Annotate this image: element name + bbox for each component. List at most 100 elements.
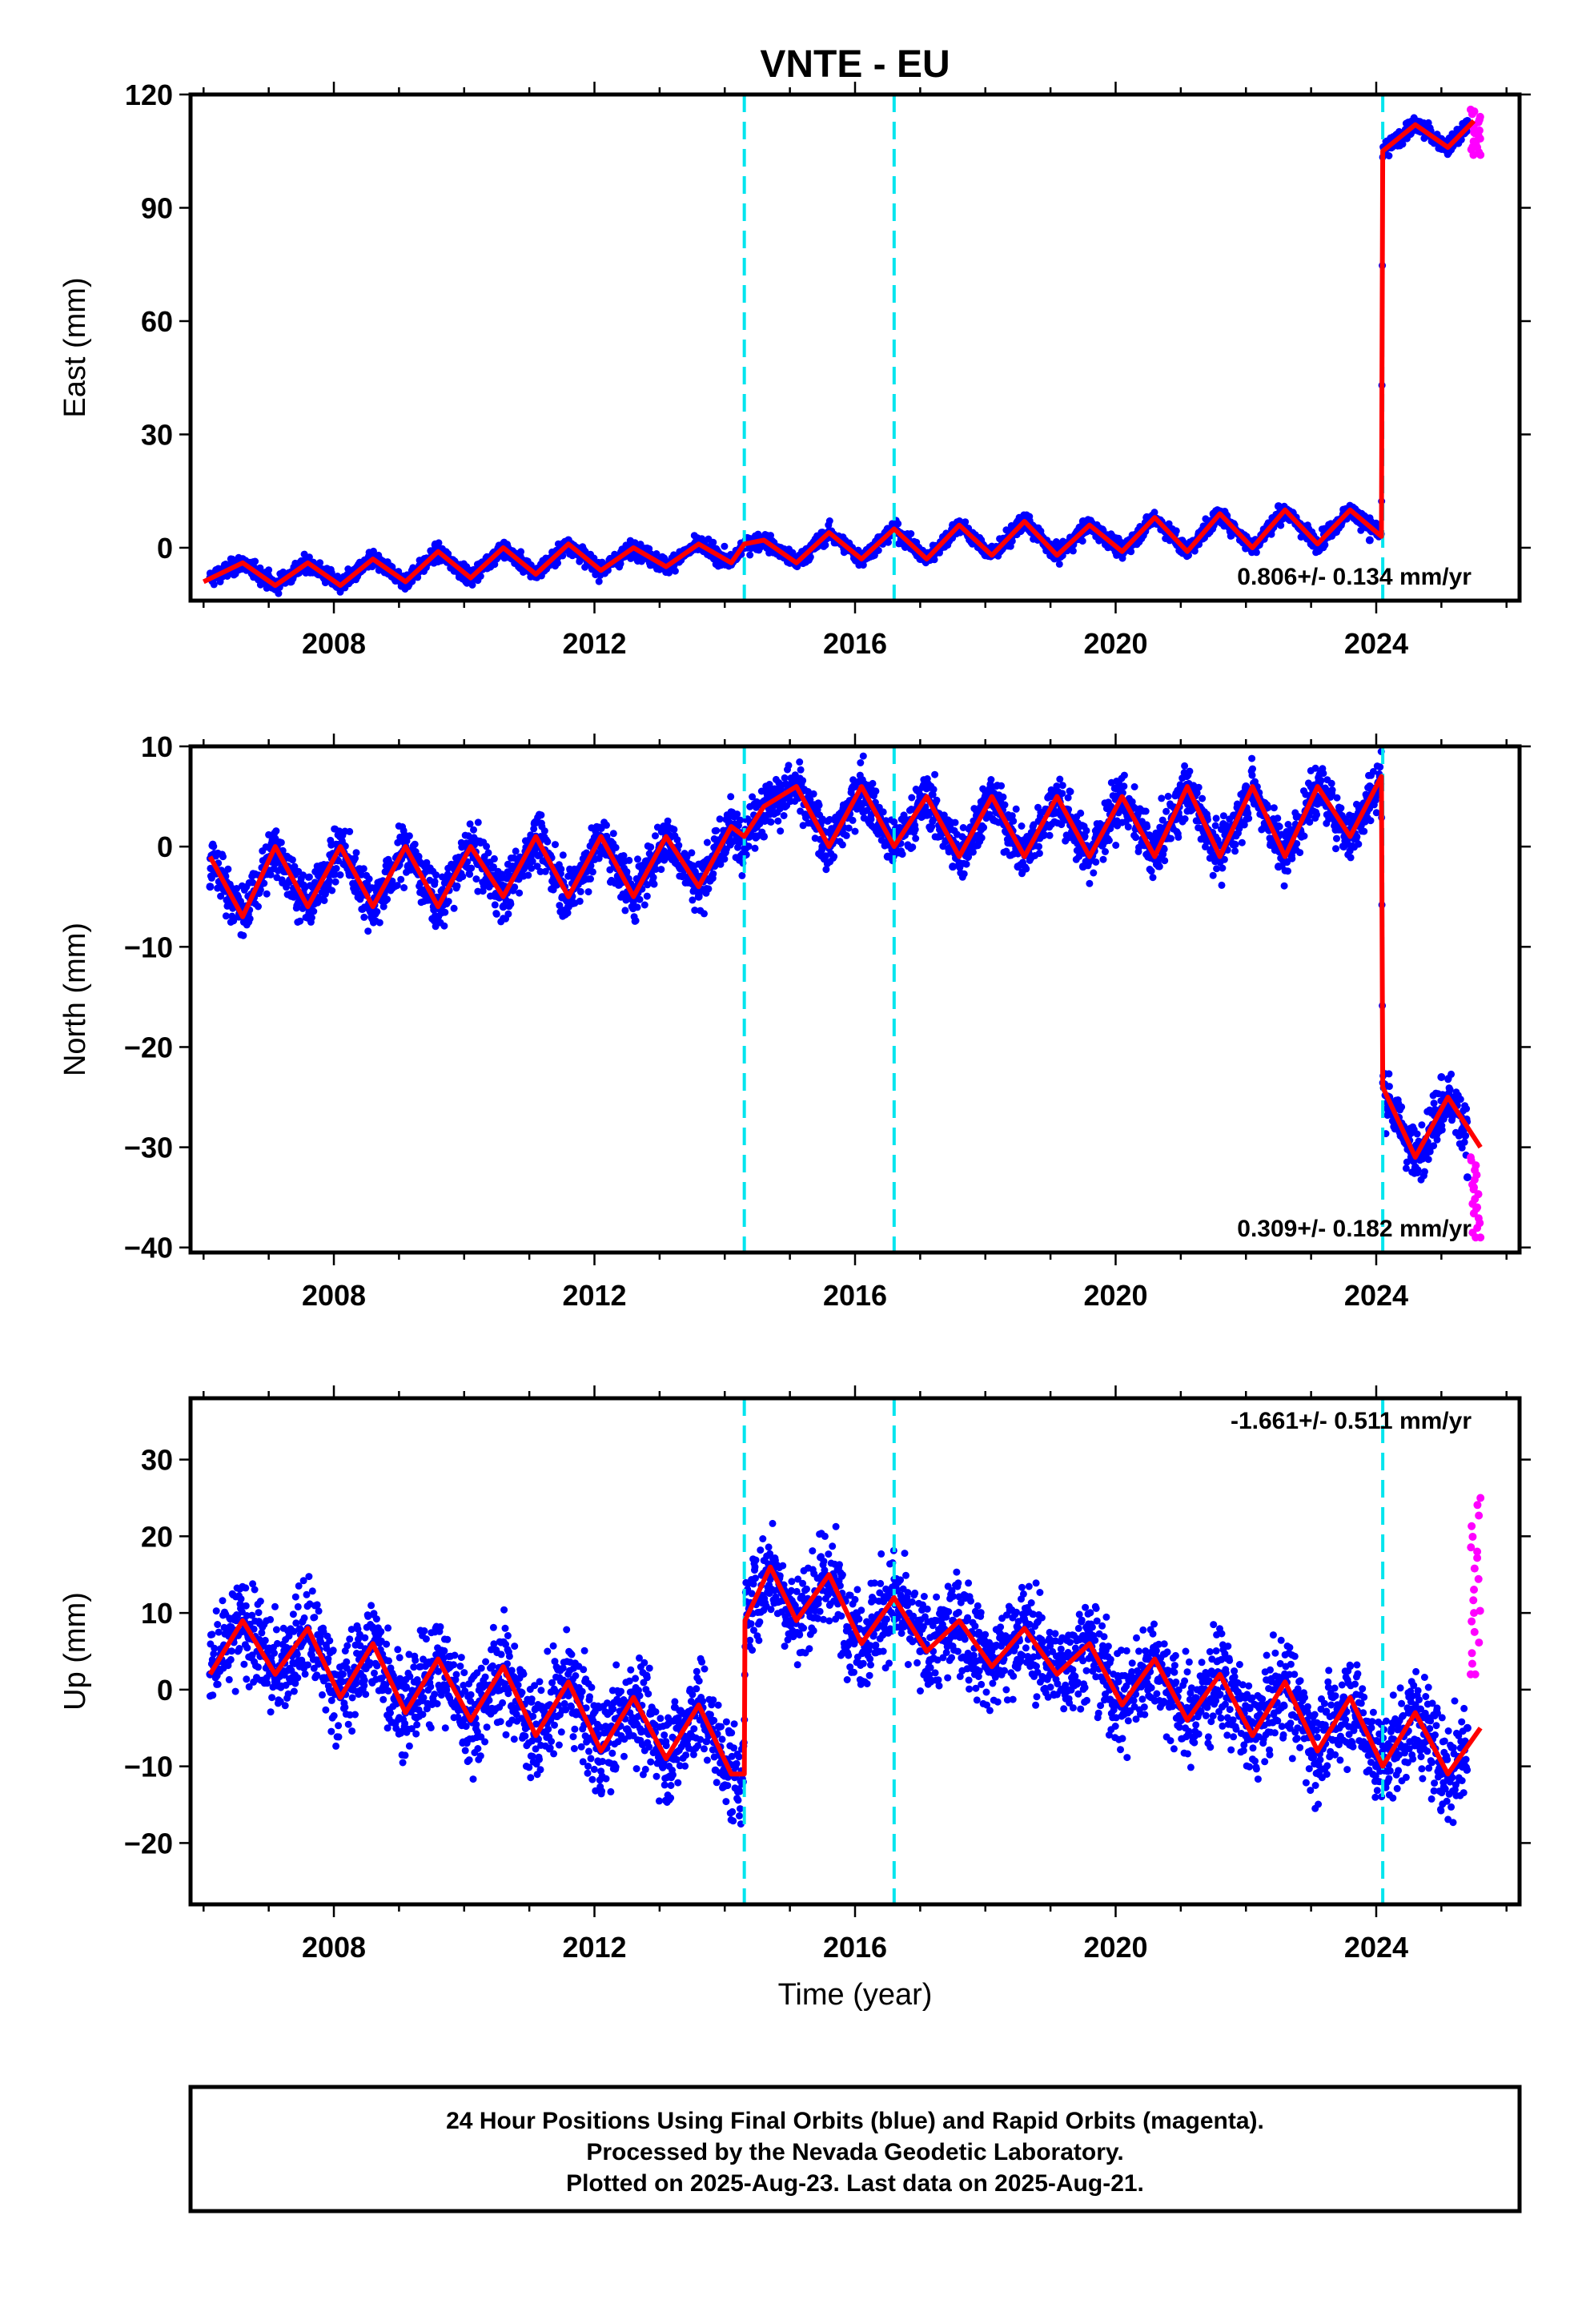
data-point <box>440 922 448 930</box>
data-point <box>272 827 280 835</box>
data-point <box>894 520 902 528</box>
data-point <box>256 564 264 572</box>
data-point <box>1165 520 1173 528</box>
data-point <box>288 856 296 864</box>
data-point <box>652 550 661 557</box>
data-point <box>603 821 610 829</box>
data-point <box>625 856 633 864</box>
data-point <box>552 841 559 849</box>
data-point <box>727 793 735 801</box>
data-point <box>645 545 653 553</box>
data-point <box>466 870 474 879</box>
data-point <box>239 931 247 939</box>
data-point <box>616 560 624 568</box>
data-point <box>474 818 482 826</box>
data-point <box>327 569 335 577</box>
data-point <box>767 818 775 826</box>
data-point <box>251 557 259 565</box>
data-point <box>559 851 567 859</box>
data-point <box>431 878 439 886</box>
data-point <box>1385 152 1393 159</box>
data-point <box>838 841 846 849</box>
data-point <box>874 546 882 554</box>
data-point <box>332 865 340 872</box>
data-point <box>365 875 373 883</box>
data-point <box>657 866 665 874</box>
data-point <box>351 854 359 862</box>
data-point <box>821 541 829 549</box>
final-orbit-points <box>206 748 1472 1184</box>
data-point <box>664 817 672 825</box>
data-point <box>809 790 817 798</box>
data-point <box>1172 527 1180 535</box>
data-point <box>587 875 594 883</box>
data-point <box>649 874 657 882</box>
data-point <box>491 901 499 909</box>
data-point <box>636 895 644 903</box>
data-point <box>441 908 449 916</box>
data-point <box>774 817 782 825</box>
data-point <box>263 890 271 898</box>
data-point <box>557 865 565 873</box>
y-tick-label: 60 <box>141 305 173 338</box>
data-point <box>267 870 275 879</box>
data-point <box>470 826 477 834</box>
data-point <box>688 849 696 857</box>
data-point <box>524 871 532 879</box>
data-point <box>1078 537 1086 545</box>
data-point <box>777 827 785 835</box>
final-orbit-point <box>239 555 247 564</box>
data-point <box>797 766 805 774</box>
data-point <box>705 885 713 893</box>
data-point <box>576 897 584 905</box>
data-point <box>517 548 525 556</box>
data-point <box>751 844 759 852</box>
data-point <box>316 559 324 567</box>
rapid-orbit-point <box>1476 112 1484 121</box>
x-tick-label: 2012 <box>562 627 626 660</box>
data-point <box>780 812 788 819</box>
x-tick-label: 2020 <box>1083 627 1147 660</box>
data-point <box>806 553 814 561</box>
final-orbit-points <box>206 114 1472 597</box>
data-point <box>652 832 659 840</box>
data-point <box>859 561 867 569</box>
data-point <box>632 917 640 925</box>
data-point <box>490 854 498 862</box>
data-point <box>331 870 339 879</box>
plot-area <box>202 94 1485 601</box>
plot-frame <box>188 92 1522 603</box>
y-tick-label: 0 <box>157 532 173 565</box>
data-point <box>825 517 833 525</box>
data-point <box>411 840 419 848</box>
data-point <box>709 870 717 878</box>
data-point <box>217 892 225 900</box>
data-point <box>296 917 304 925</box>
final-orbit-point <box>499 540 508 549</box>
data-point <box>219 853 227 861</box>
final-orbit-point <box>271 585 279 593</box>
data-point <box>670 826 678 834</box>
final-orbit-point <box>564 536 572 545</box>
data-point <box>609 830 617 838</box>
data-point <box>671 567 679 575</box>
x-tick-label: 2016 <box>823 627 887 660</box>
data-point <box>650 880 658 888</box>
data-point <box>450 904 458 912</box>
data-point <box>346 827 354 835</box>
data-point <box>375 919 383 927</box>
data-point <box>299 871 307 879</box>
data-point <box>540 827 548 835</box>
data-point <box>623 868 631 876</box>
data-point <box>721 855 729 863</box>
data-point <box>364 927 372 935</box>
data-point <box>640 901 648 909</box>
data-point <box>612 843 620 851</box>
data-point <box>393 882 401 890</box>
data-point <box>320 897 328 904</box>
data-point <box>907 530 915 537</box>
data-point <box>222 912 230 920</box>
data-point <box>453 882 461 890</box>
data-point <box>647 843 655 851</box>
data-point <box>423 858 431 866</box>
